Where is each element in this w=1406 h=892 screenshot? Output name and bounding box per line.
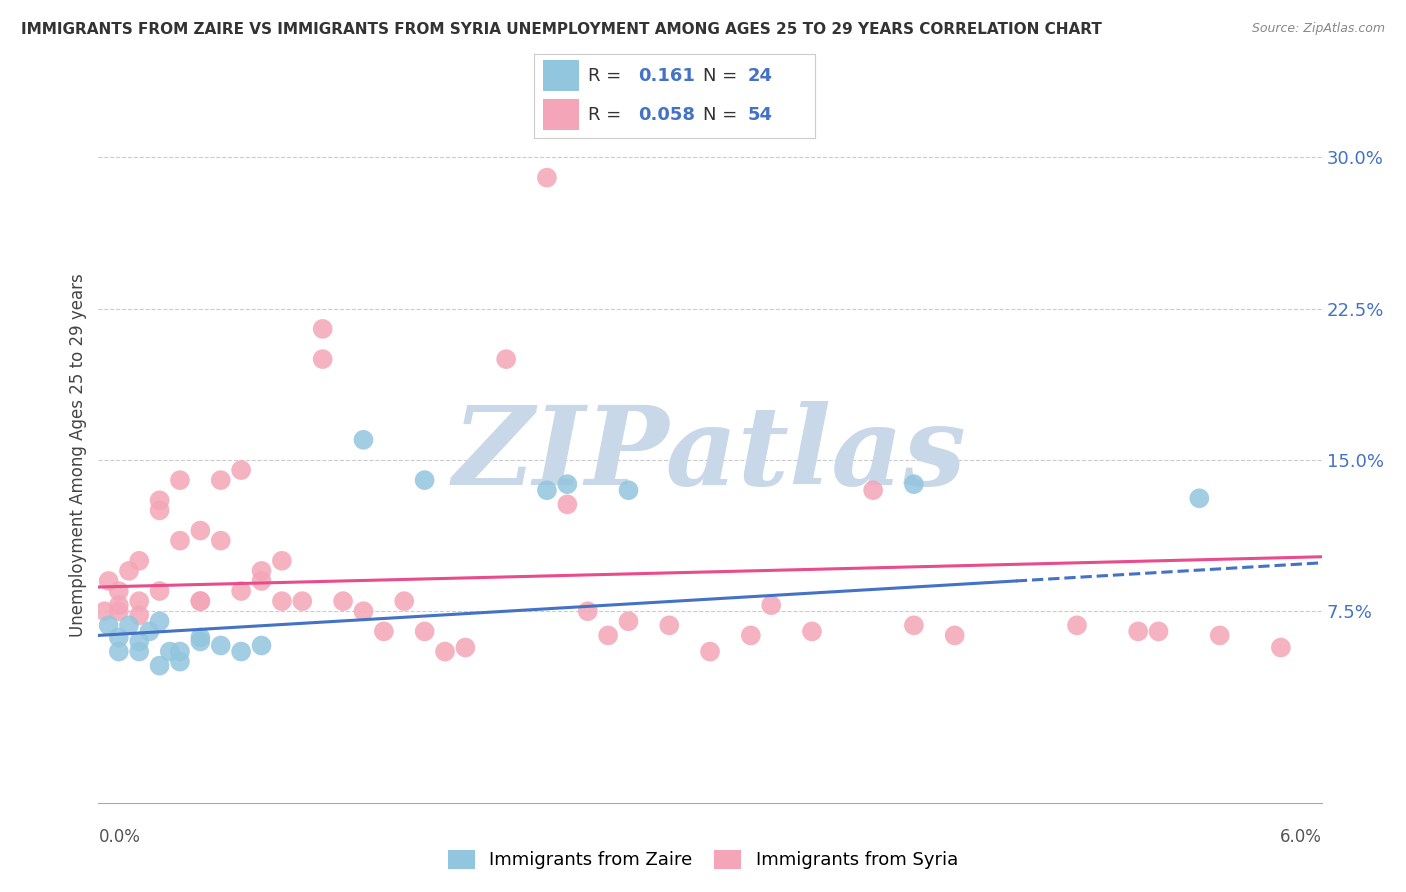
Point [740, 628, 762, 642]
Point [149, 584, 172, 599]
Point [97, 574, 120, 588]
Point [617, 615, 640, 629]
Point [576, 604, 599, 618]
Point [108, 631, 131, 645]
Point [352, 604, 374, 618]
Point [862, 483, 884, 498]
Point [108, 598, 131, 612]
Point [270, 554, 292, 568]
Text: R =: R = [588, 67, 621, 85]
Text: IMMIGRANTS FROM ZAIRE VS IMMIGRANTS FROM SYRIA UNEMPLOYMENT AMONG AGES 25 TO 29 : IMMIGRANTS FROM ZAIRE VS IMMIGRANTS FROM… [21, 22, 1102, 37]
Point [159, 644, 181, 658]
Y-axis label: Unemployment Among Ages 25 to 29 years: Unemployment Among Ages 25 to 29 years [69, 273, 87, 637]
Point [1128, 624, 1150, 639]
Point [169, 644, 191, 658]
Text: 0.161: 0.161 [638, 67, 695, 85]
Text: 24: 24 [748, 67, 773, 85]
Point [169, 655, 191, 669]
Point [454, 640, 477, 655]
Legend: Immigrants from Zaire, Immigrants from Syria: Immigrants from Zaire, Immigrants from S… [439, 841, 967, 879]
Point [903, 618, 925, 632]
Point [128, 594, 150, 608]
Point [433, 644, 456, 658]
Text: Source: ZipAtlas.com: Source: ZipAtlas.com [1251, 22, 1385, 36]
Point [93, 604, 115, 618]
Point [598, 628, 620, 642]
Point [536, 170, 558, 185]
Point [761, 598, 783, 612]
Point [413, 473, 436, 487]
Point [250, 564, 273, 578]
Point [291, 594, 314, 608]
Point [128, 608, 150, 623]
Point [903, 477, 925, 491]
Point [332, 594, 354, 608]
Point [392, 594, 416, 608]
Point [1188, 491, 1211, 506]
Point [617, 483, 640, 498]
Point [555, 497, 579, 511]
Point [118, 564, 141, 578]
Point [97, 618, 120, 632]
Text: 0.0%: 0.0% [98, 828, 141, 846]
Point [658, 618, 681, 632]
Point [188, 594, 212, 608]
Point [311, 322, 335, 336]
Point [801, 624, 824, 639]
Point [1208, 628, 1232, 642]
Text: 54: 54 [748, 105, 773, 123]
Point [108, 584, 131, 599]
Point [188, 594, 212, 608]
Text: ZIPatlas: ZIPatlas [453, 401, 967, 508]
Point [169, 533, 191, 548]
Point [108, 604, 131, 618]
Point [943, 628, 966, 642]
Point [311, 352, 335, 367]
Point [1066, 618, 1088, 632]
Point [699, 644, 721, 658]
Point [209, 533, 232, 548]
Point [495, 352, 517, 367]
Point [188, 524, 212, 538]
Point [149, 658, 172, 673]
Text: R =: R = [588, 105, 621, 123]
Point [231, 644, 253, 658]
Point [209, 639, 232, 653]
Point [149, 493, 172, 508]
Point [209, 473, 232, 487]
Text: N =: N = [703, 105, 737, 123]
Text: 6.0%: 6.0% [1279, 828, 1322, 846]
Point [169, 473, 191, 487]
Point [250, 639, 273, 653]
Point [555, 477, 579, 491]
Point [149, 503, 172, 517]
Point [188, 631, 212, 645]
Point [128, 634, 150, 648]
Point [188, 634, 212, 648]
Text: N =: N = [703, 67, 737, 85]
FancyBboxPatch shape [543, 61, 579, 91]
Point [231, 463, 253, 477]
Point [352, 433, 374, 447]
Point [231, 584, 253, 599]
Point [138, 624, 160, 639]
FancyBboxPatch shape [543, 99, 579, 130]
Point [108, 644, 131, 658]
Point [118, 618, 141, 632]
Point [1147, 624, 1170, 639]
Point [128, 644, 150, 658]
Point [250, 574, 273, 588]
Point [1270, 640, 1292, 655]
Text: 0.058: 0.058 [638, 105, 696, 123]
Point [149, 615, 172, 629]
Point [373, 624, 395, 639]
Point [128, 554, 150, 568]
Point [270, 594, 292, 608]
Point [413, 624, 436, 639]
Point [536, 483, 558, 498]
